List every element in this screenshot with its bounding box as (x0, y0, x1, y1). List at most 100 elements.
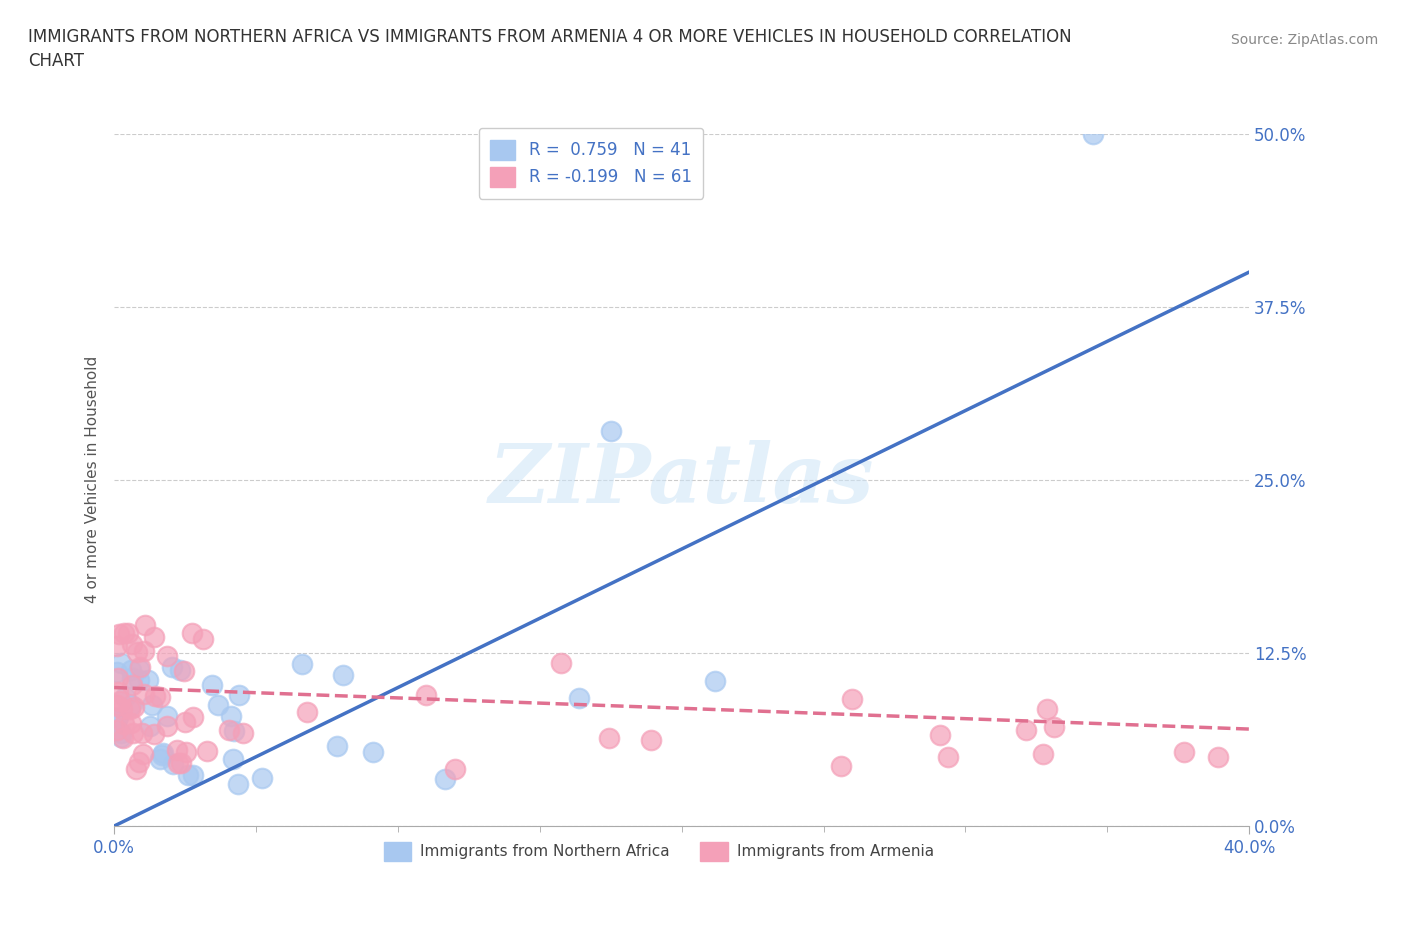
Point (830, 759, 852, 774)
Point (129, 660, 152, 675)
Point (550, 656, 572, 671)
Point (156, 649, 179, 664)
Point (361, 744, 384, 759)
Point (218, 723, 240, 737)
Point (444, 762, 467, 777)
Point (195, 744, 218, 759)
Point (1206, 750, 1229, 764)
Point (598, 731, 620, 746)
Point (128, 672, 150, 687)
Point (117, 626, 139, 641)
Point (105, 665, 128, 680)
Legend: Immigrants from Northern Africa, Immigrants from Armenia: Immigrants from Northern Africa, Immigra… (378, 836, 941, 867)
Point (228, 688, 250, 703)
Point (143, 688, 166, 703)
Point (136, 673, 159, 688)
Point (121, 637, 143, 652)
Text: ZIPatlas: ZIPatlas (489, 440, 875, 520)
Point (160, 660, 183, 675)
Point (415, 687, 437, 702)
Text: Source: ZipAtlas.com: Source: ZipAtlas.com (1230, 33, 1378, 46)
Point (568, 691, 591, 706)
Text: IMMIGRANTS FROM NORTHERN AFRICA VS IMMIGRANTS FROM ARMENIA 4 OR MORE VEHICLES IN: IMMIGRANTS FROM NORTHERN AFRICA VS IMMIG… (28, 28, 1071, 70)
Point (1036, 701, 1059, 716)
Point (222, 751, 245, 766)
Point (120, 663, 142, 678)
Point (139, 719, 162, 734)
Point (169, 662, 191, 677)
Point (928, 728, 950, 743)
Point (128, 754, 150, 769)
Point (1081, 126, 1104, 141)
Point (132, 747, 155, 762)
Y-axis label: 4 or more Vehicles in Household: 4 or more Vehicles in Household (86, 356, 100, 604)
Point (295, 704, 318, 719)
Point (120, 702, 142, 717)
Point (207, 698, 229, 712)
Point (183, 710, 205, 724)
Point (703, 674, 725, 689)
Point (181, 626, 204, 641)
Point (1032, 747, 1054, 762)
Point (170, 755, 193, 770)
Point (434, 772, 457, 787)
Point (173, 664, 195, 679)
Point (112, 717, 135, 732)
Point (143, 726, 166, 741)
Point (132, 686, 155, 701)
Point (1173, 745, 1195, 760)
Point (134, 644, 156, 658)
Point (110, 730, 132, 745)
Point (156, 709, 179, 724)
Point (176, 767, 198, 782)
Point (128, 661, 150, 676)
Point (1043, 720, 1066, 735)
Point (120, 698, 142, 712)
Point (191, 631, 214, 646)
Point (122, 725, 145, 740)
Point (152, 746, 174, 761)
Point (291, 657, 314, 671)
Point (105, 639, 128, 654)
Point (131, 725, 153, 740)
Point (107, 671, 129, 685)
Point (114, 689, 136, 704)
Point (107, 684, 129, 699)
Point (134, 618, 156, 632)
Point (121, 671, 143, 685)
Point (167, 756, 190, 771)
Point (156, 718, 179, 733)
Point (121, 678, 143, 693)
Point (250, 771, 273, 786)
Point (326, 738, 349, 753)
Point (105, 711, 128, 726)
Point (107, 710, 129, 724)
Point (105, 698, 128, 712)
Point (936, 750, 959, 764)
Point (141, 698, 163, 712)
Point (148, 689, 170, 704)
Point (332, 668, 354, 683)
Point (111, 731, 134, 746)
Point (110, 656, 132, 671)
Point (108, 627, 131, 642)
Point (150, 748, 173, 763)
Point (108, 693, 131, 708)
Point (124, 700, 146, 715)
Point (841, 691, 863, 706)
Point (599, 424, 621, 439)
Point (219, 709, 242, 724)
Point (226, 777, 249, 791)
Point (127, 644, 149, 659)
Point (1015, 723, 1038, 737)
Point (174, 715, 197, 730)
Point (224, 724, 246, 738)
Point (181, 767, 204, 782)
Point (162, 756, 184, 771)
Point (640, 732, 662, 747)
Point (174, 744, 197, 759)
Point (105, 723, 128, 737)
Point (111, 702, 134, 717)
Point (112, 625, 135, 640)
Point (149, 751, 172, 766)
